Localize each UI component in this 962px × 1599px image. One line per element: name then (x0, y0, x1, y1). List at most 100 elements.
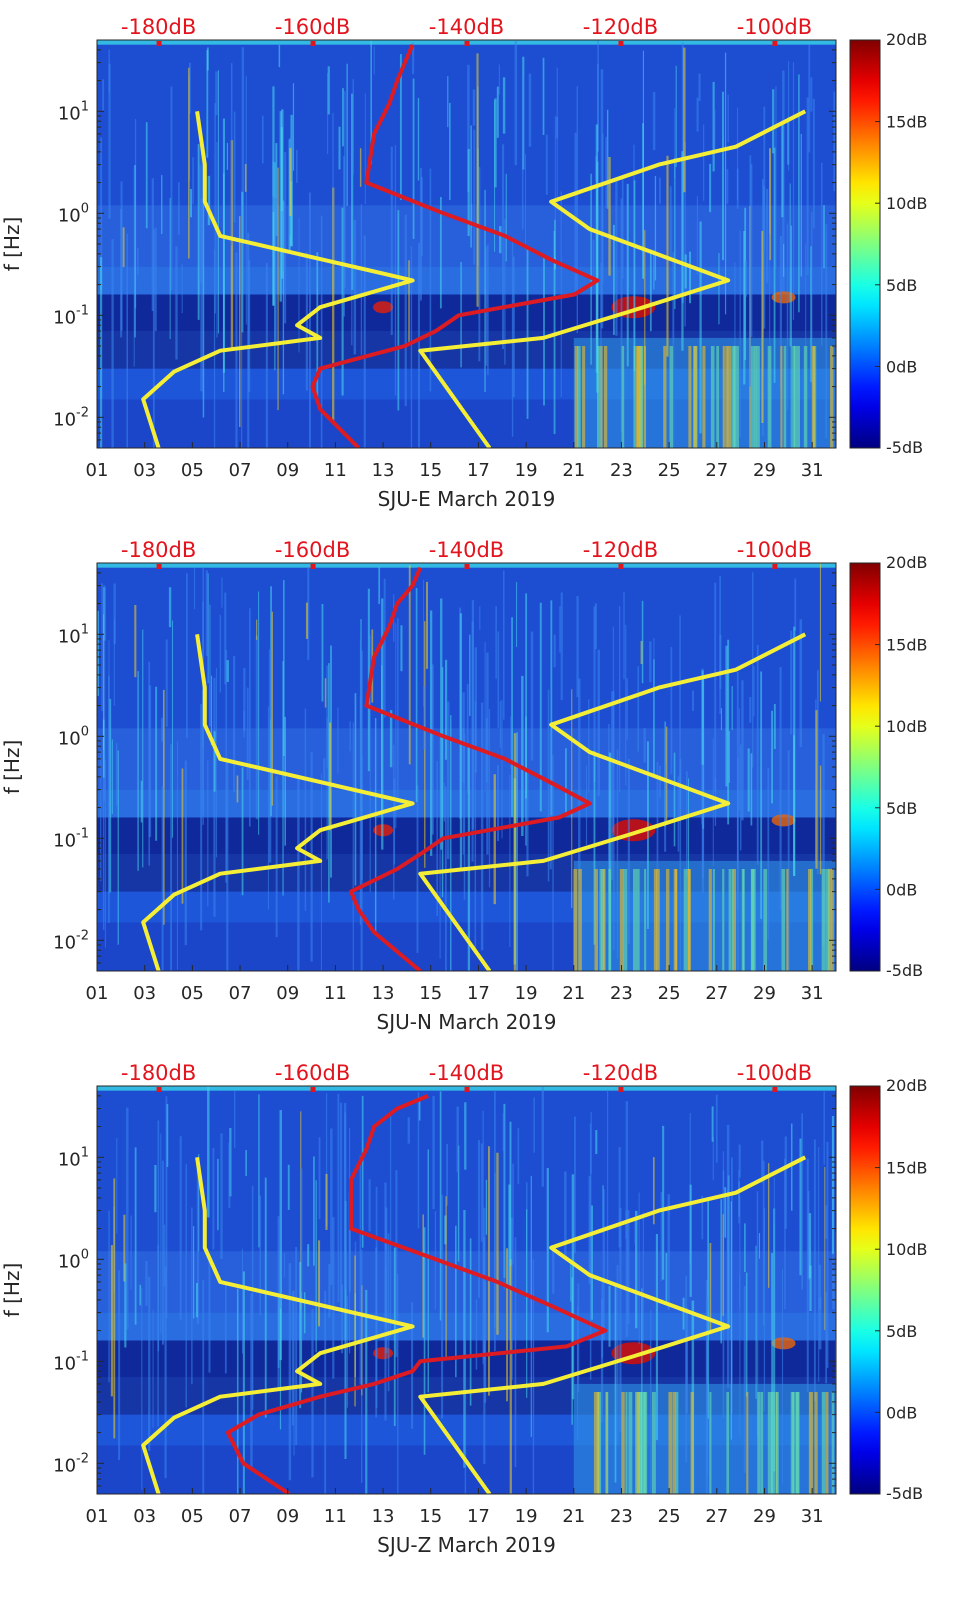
series-line (141, 111, 415, 448)
colorbar-tick-label: 10dB (886, 1240, 928, 1259)
x-tick-label: 01 (86, 1506, 109, 1527)
x-tick-label: 11 (324, 983, 347, 1004)
top-axis-label: -160dB (275, 1061, 350, 1085)
top-axis-tick (156, 41, 162, 46)
top-axis-tick (772, 1087, 778, 1092)
top-axis-tick (618, 41, 624, 46)
top-axis-label: -180dB (121, 1061, 196, 1085)
spectrogram-image (97, 40, 836, 448)
x-tick-label: 31 (801, 460, 824, 481)
x-tick-label: 09 (276, 1506, 299, 1527)
x-tick-label: 17 (467, 1506, 490, 1527)
y-tick-label: 100 (58, 201, 89, 226)
top-axis-tick (310, 564, 316, 569)
colorbar-tick-label: -5dB (886, 1484, 923, 1503)
colorbar-tick-label: 15dB (886, 636, 928, 655)
x-tick-label: 05 (181, 983, 204, 1004)
y-tick-label: 101 (58, 1145, 89, 1170)
colorbar-tick-label: 5dB (886, 1322, 917, 1341)
x-tick-label: 19 (515, 1506, 538, 1527)
x-tick-label: 09 (276, 983, 299, 1004)
y-tick-label: 10-2 (53, 1451, 89, 1476)
y-tick-label: 10-2 (53, 928, 89, 953)
top-axis-tick (464, 41, 470, 46)
top-axis-label: -100dB (737, 1061, 812, 1085)
spectrogram-panel: 01 03 05 07 09 11 13 15 17 19 21 23 25 27 29 31 SJU-E Ma… (0, 15, 928, 511)
top-axis-label: -140dB (429, 538, 504, 562)
x-tick-label: 21 (562, 460, 585, 481)
y-axis-title: f [Hz] (0, 1263, 24, 1318)
x-tick-label: 25 (658, 1506, 681, 1527)
top-axis-tick (618, 564, 624, 569)
x-axis-title: SJU-E March 2019 (378, 487, 556, 511)
top-axis-label: -160dB (275, 15, 350, 39)
top-axis-tick (156, 564, 162, 569)
colorbar (849, 39, 881, 449)
top-axis-tick (464, 1087, 470, 1092)
x-tick-label: 03 (133, 460, 156, 481)
top-axis-label: -140dB (429, 1061, 504, 1085)
y-tick-label: 100 (58, 1247, 89, 1272)
x-tick-label: 17 (467, 983, 490, 1004)
x-tick-label: 13 (372, 460, 395, 481)
x-axis-title: SJU-Z March 2019 (377, 1533, 556, 1557)
x-tick-label: 07 (229, 1506, 252, 1527)
colorbar-tick-label: 0dB (886, 880, 917, 899)
colorbar-tick-label: 0dB (886, 1403, 917, 1422)
x-tick-label: 15 (419, 1506, 442, 1527)
colorbar (849, 1085, 881, 1495)
top-axis-label: -140dB (429, 15, 504, 39)
colorbar-tick-label: 5dB (886, 276, 917, 295)
top-axis-tick (772, 41, 778, 46)
series-line (141, 634, 415, 971)
colorbar-tick-label: 15dB (886, 1159, 928, 1178)
series-line (418, 632, 807, 971)
x-axis-title: SJU-N March 2019 (377, 1010, 557, 1034)
top-axis-label: -100dB (737, 538, 812, 562)
series-line (141, 1157, 415, 1494)
colorbar-tick-label: 5dB (886, 799, 917, 818)
x-tick-label: 11 (324, 460, 347, 481)
top-axis-label: -180dB (121, 15, 196, 39)
top-axis-tick (618, 1087, 624, 1092)
top-axis-tick (310, 41, 316, 46)
y-tick-label: 10-1 (53, 303, 89, 328)
top-axis-label: -120dB (583, 538, 658, 562)
x-tick-label: 21 (562, 983, 585, 1004)
top-axis-tick (464, 564, 470, 569)
series-line (225, 1094, 608, 1494)
x-tick-label: 29 (753, 983, 776, 1004)
x-tick-label: 17 (467, 460, 490, 481)
y-tick-label: 101 (58, 622, 89, 647)
x-tick-label: 03 (133, 1506, 156, 1527)
top-axis-label: -100dB (737, 15, 812, 39)
x-tick-label: 05 (181, 1506, 204, 1527)
x-tick-label: 31 (801, 983, 824, 1004)
x-tick-label: 29 (753, 460, 776, 481)
x-tick-label: 27 (705, 983, 728, 1004)
y-axis-title: f [Hz] (0, 217, 24, 272)
x-tick-label: 15 (419, 983, 442, 1004)
y-tick-label: 10-2 (53, 405, 89, 430)
x-tick-label: 25 (658, 983, 681, 1004)
x-tick-label: 15 (419, 460, 442, 481)
top-axis-tick (310, 1087, 316, 1092)
series-line (418, 109, 807, 448)
x-tick-label: 03 (133, 983, 156, 1004)
colorbar-tick-label: 20dB (886, 30, 928, 49)
x-tick-label: 25 (658, 460, 681, 481)
top-axis-tick (156, 1087, 162, 1092)
x-tick-label: 27 (705, 1506, 728, 1527)
top-axis-label: -120dB (583, 15, 658, 39)
colorbar-tick-label: 10dB (886, 194, 928, 213)
x-tick-label: 29 (753, 1506, 776, 1527)
x-tick-label: 31 (801, 1506, 824, 1527)
x-tick-label: 23 (610, 983, 633, 1004)
y-axis-title: f [Hz] (0, 740, 24, 795)
y-tick-label: 10-1 (53, 1349, 89, 1374)
x-tick-label: 09 (276, 460, 299, 481)
top-axis-tick (772, 564, 778, 569)
y-tick-label: 10-1 (53, 826, 89, 851)
x-tick-label: 13 (372, 1506, 395, 1527)
x-tick-label: 11 (324, 1506, 347, 1527)
